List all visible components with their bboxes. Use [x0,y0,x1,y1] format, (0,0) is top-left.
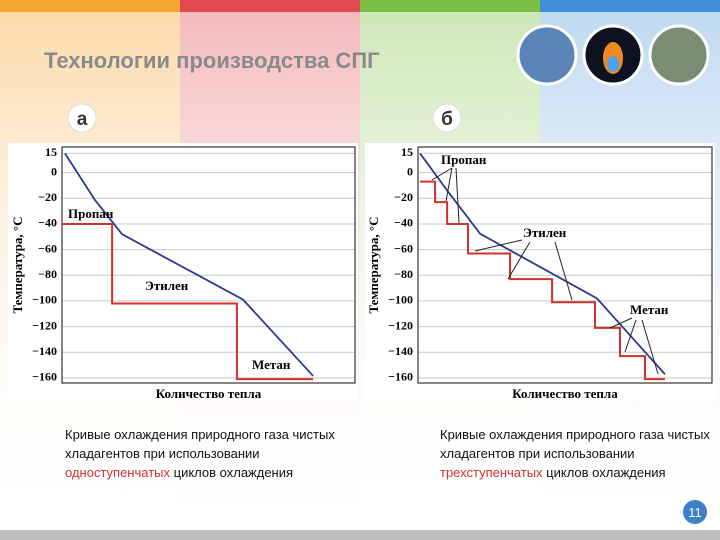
y-axis-label: Температура, °С [366,217,381,314]
panel-label: а [77,109,88,130]
chart-background [8,143,358,401]
data-line [62,222,314,381]
y-tick-label: 0 [407,164,413,178]
y-tick-label: 15 [45,145,57,159]
annotation: Этилен [523,225,567,240]
y-axis-label: Температура, °С [10,217,25,314]
y-tick-label: −100 [388,293,413,307]
caption: Кривые охлаждения природного газа чистых… [65,425,350,482]
y-tick-label: −140 [388,344,413,358]
y-tick-label: −80 [38,267,57,281]
plot-frame [61,146,356,384]
y-tick-label: −60 [394,241,413,255]
caption-text: циклов охлаждения [542,465,666,480]
chart-background [365,143,715,401]
annotation: Этилен [145,278,189,293]
y-tick-label: −20 [38,190,57,204]
annotation: Пропан [68,206,114,221]
x-axis-label: Количество тепла [156,386,262,401]
y-tick-label: −160 [388,370,413,384]
charts: 15 0 −20 −40 −60 −80 −100 −120 −140 −160 Количеств… [10,145,713,401]
annotations: Пропан Этилен Метан Пропан Этилен Метан [68,152,669,375]
panel-label: б [441,109,453,130]
slide-title: Технологии производства СПГ [44,48,380,73]
annotation: Пропан [441,152,487,167]
y-tick-label: −120 [32,318,57,332]
y-tick-label: 0 [51,164,57,178]
x-axis-label: Количество тепла [512,386,618,401]
data-line [420,180,665,381]
annotation: Метан [252,357,291,372]
caption-text: циклов охлаждения [170,465,294,480]
y-tick-label: −40 [38,216,57,230]
caption-highlight: одноступенчатых [65,465,171,480]
y-tick-label: −60 [38,241,57,255]
caption: Кривые охлаждения природного газа чистых… [440,425,720,482]
y-tick-label: 15 [401,145,413,159]
y-tick-label: −20 [394,190,413,204]
y-tick-label: −100 [32,293,57,307]
header-photos [516,24,710,86]
page-number: 11 [688,505,702,520]
caption-text: Кривые охлаждения природного газа чистых… [65,427,335,461]
y-tick-label: −120 [388,318,413,332]
panel-badge [432,103,462,133]
y-tick-label: −40 [394,216,413,230]
data-line [64,152,314,377]
page-badge [681,498,709,526]
caption-text: Кривые охлаждения природного газа чистых… [440,427,710,461]
plot-frame [417,146,713,384]
caption-highlight: трехступенчатых [440,465,543,480]
y-tick-label: −140 [32,344,57,358]
y-tick-label: −160 [32,370,57,384]
annotation: Метан [630,302,669,317]
y-tick-label: −80 [394,267,413,281]
panel-badge [67,103,97,133]
